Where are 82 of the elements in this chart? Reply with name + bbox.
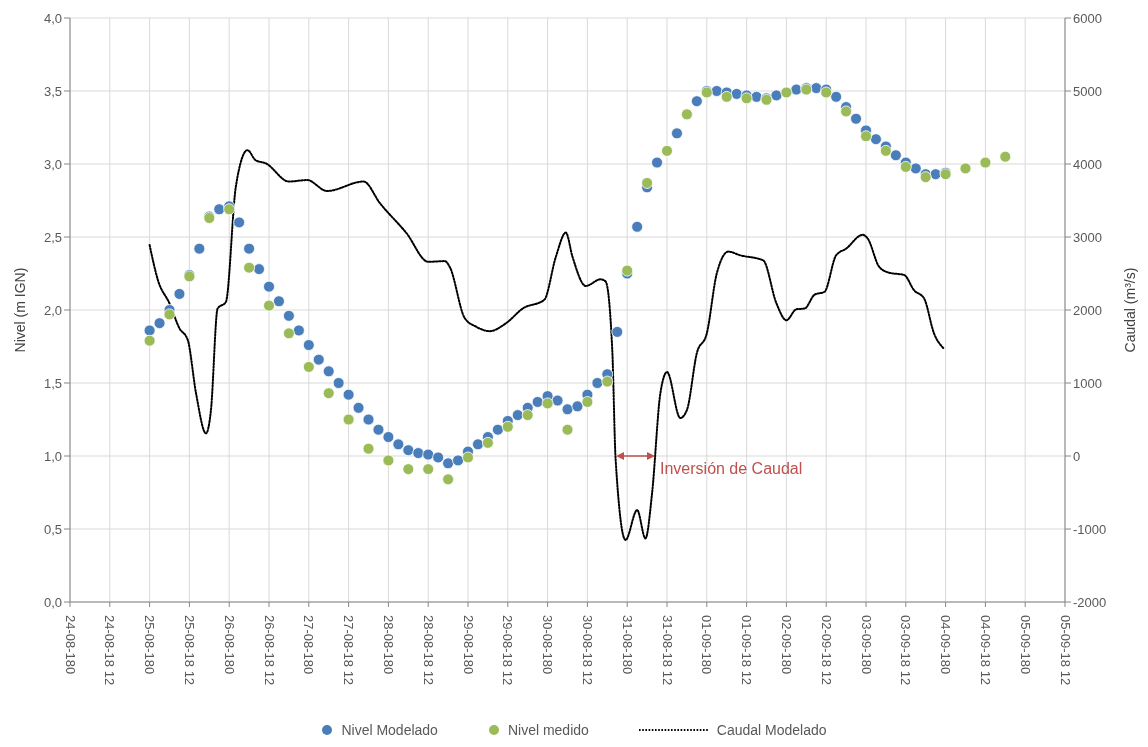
x-tick-label: 26-08-180 bbox=[221, 615, 237, 675]
x-tick-label: 04-09-180 bbox=[938, 615, 954, 675]
y2-tick-label: 3000 bbox=[1073, 229, 1102, 245]
point bbox=[641, 177, 653, 189]
point bbox=[243, 261, 255, 274]
point bbox=[720, 90, 733, 103]
point bbox=[362, 442, 375, 455]
point bbox=[283, 327, 295, 340]
x-tick-label: 02-09-180 bbox=[778, 615, 794, 675]
point bbox=[661, 144, 673, 157]
x-tick-label: 28-08-180 bbox=[380, 615, 396, 675]
point bbox=[501, 420, 514, 433]
y2-tick-label: 0 bbox=[1073, 448, 1081, 464]
x-tick-label: 30-08-180 bbox=[540, 615, 556, 675]
y2-tick-label: 6000 bbox=[1073, 10, 1102, 26]
x-tick-label: 27-08-180 bbox=[301, 615, 317, 675]
y2-tick-label: -2000 bbox=[1073, 594, 1107, 610]
point bbox=[342, 413, 355, 426]
point bbox=[442, 473, 454, 486]
x-tick-label: 01-09-18 12 bbox=[739, 615, 755, 686]
x-tick-label: 05-09-18 12 bbox=[1057, 615, 1073, 686]
point bbox=[541, 397, 554, 410]
point bbox=[143, 334, 156, 347]
x-tick-label: 29-08-180 bbox=[460, 615, 476, 675]
y-axis-title: Nivel (m IGN) bbox=[12, 267, 28, 353]
point bbox=[263, 299, 275, 312]
point bbox=[959, 162, 972, 175]
x-tick-label: 03-09-18 12 bbox=[898, 615, 914, 686]
x-tick-label: 28-08-18 12 bbox=[420, 615, 436, 686]
point bbox=[899, 161, 912, 173]
y-tick-label: 4,0 bbox=[43, 10, 62, 26]
legend-label: Caudal Modelado bbox=[716, 722, 827, 738]
annotation: Inversión de Caudal bbox=[660, 460, 803, 477]
x-tick-label: 31-08-18 12 bbox=[659, 615, 675, 686]
point bbox=[840, 105, 852, 118]
x-tick-label: 25-08-18 12 bbox=[181, 615, 197, 686]
y2-tick-label: 4000 bbox=[1073, 156, 1102, 172]
x-tick-label: 25-08-180 bbox=[142, 615, 158, 675]
point bbox=[462, 451, 474, 464]
x-tick-label: 04-09-18 12 bbox=[977, 615, 993, 686]
point bbox=[581, 396, 594, 408]
point bbox=[382, 454, 395, 467]
y2-tick-label: -1000 bbox=[1073, 521, 1107, 537]
x-tick-label: 29-08-18 12 bbox=[500, 615, 516, 686]
point bbox=[979, 156, 992, 169]
legend-label: Nivel Modelado bbox=[341, 722, 438, 738]
y2-tick-label: 2000 bbox=[1073, 302, 1102, 318]
point bbox=[422, 463, 435, 476]
point bbox=[482, 436, 494, 449]
y2-tick-label: 1000 bbox=[1073, 375, 1102, 391]
point bbox=[880, 144, 892, 157]
x-tick-label: 24-08-180 bbox=[62, 615, 78, 675]
y-tick-label: 2,5 bbox=[43, 229, 62, 245]
x-tick-label: 27-08-18 12 bbox=[341, 615, 357, 686]
x-tick-label: 31-08-180 bbox=[619, 615, 635, 675]
point bbox=[601, 375, 614, 388]
x-tick-label: 30-08-18 12 bbox=[579, 615, 595, 686]
y-tick-label: 2,0 bbox=[43, 302, 62, 318]
point bbox=[860, 130, 872, 143]
y-tick-label: 0,5 bbox=[43, 521, 62, 537]
y2-axis-title: Caudal (m³/s) bbox=[1122, 267, 1138, 353]
y-tick-label: 3,0 bbox=[43, 156, 62, 172]
point bbox=[322, 387, 335, 400]
x-tick-label: 03-09-180 bbox=[858, 615, 874, 675]
y2-tick-label: 5000 bbox=[1073, 83, 1102, 99]
x-tick-label: 01-09-180 bbox=[699, 615, 715, 675]
y-tick-label: 0,0 bbox=[43, 594, 62, 610]
y-tick-label: 1,5 bbox=[43, 375, 62, 391]
point bbox=[521, 409, 534, 422]
x-tick-label: 26-08-18 12 bbox=[261, 615, 277, 686]
x-tick-label: 24-08-18 12 bbox=[102, 615, 118, 686]
point bbox=[561, 423, 574, 436]
point bbox=[302, 361, 315, 373]
legend-label: Nivel medido bbox=[507, 722, 589, 738]
y-tick-label: 3,5 bbox=[43, 83, 62, 99]
point bbox=[163, 308, 176, 321]
y-tick-label: 1,0 bbox=[43, 448, 62, 464]
point bbox=[402, 463, 415, 476]
x-tick-label: 05-09-180 bbox=[1017, 615, 1033, 675]
point bbox=[780, 86, 793, 99]
point bbox=[999, 150, 1012, 163]
x-tick-label: 02-09-18 12 bbox=[818, 615, 834, 686]
